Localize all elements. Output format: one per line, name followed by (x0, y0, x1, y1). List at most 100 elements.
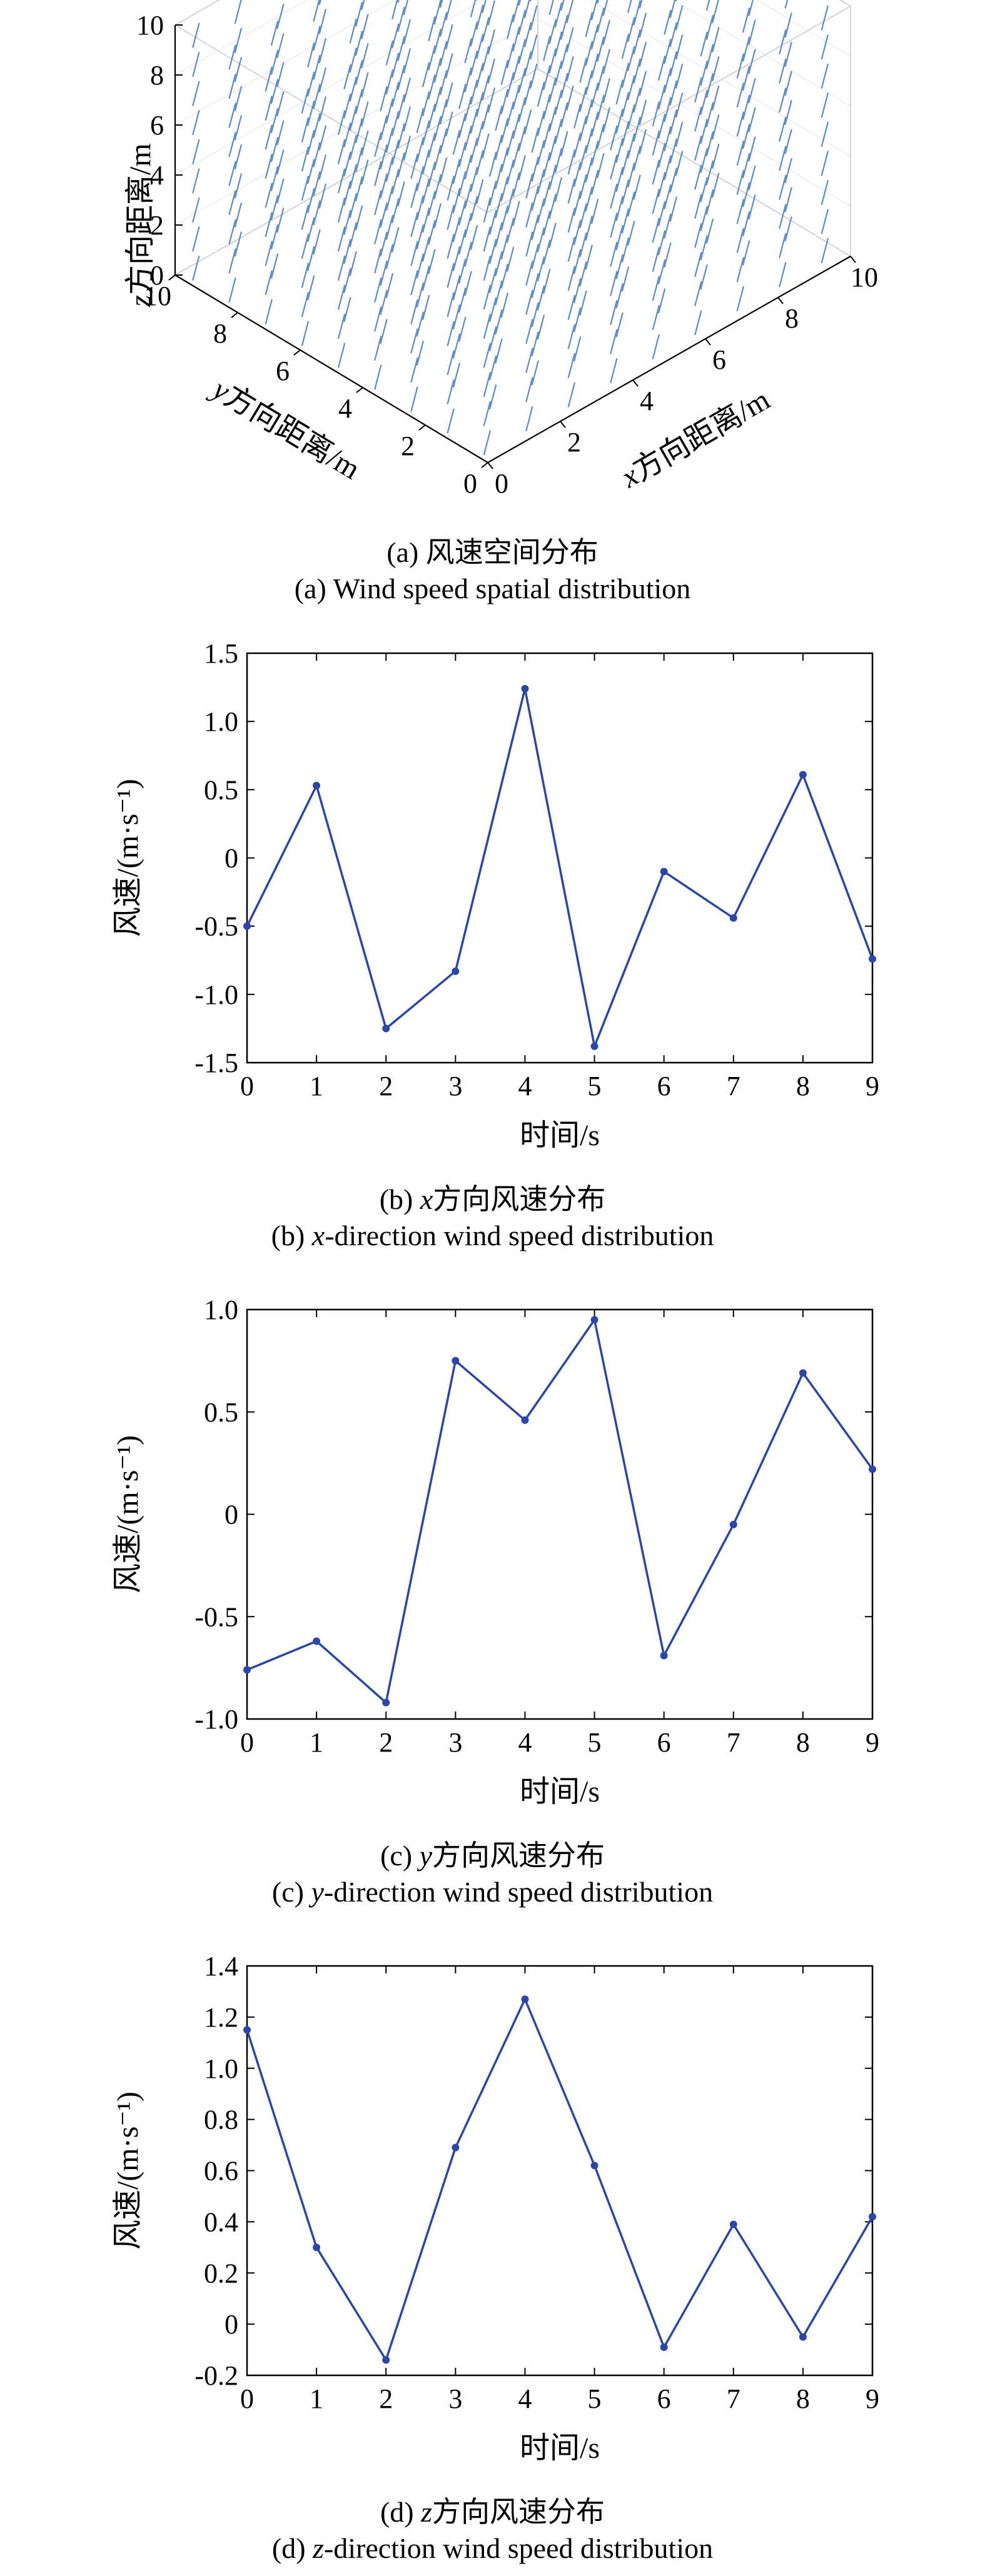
wind-arrow (602, 0, 609, 16)
wind-arrow (349, 222, 357, 248)
wind-arrow (652, 334, 660, 359)
wind-arrow (355, 31, 363, 56)
wind-arrow (627, 133, 635, 159)
wind-arrow (543, 210, 551, 236)
x-tick-label: 3 (448, 1071, 462, 1101)
y-tick (293, 349, 301, 356)
wind-arrow (276, 91, 285, 117)
wind-arrow (495, 338, 503, 364)
wind-arrow (483, 401, 492, 426)
wind-arrow (548, 0, 554, 16)
wind-arrow (664, 213, 672, 239)
x-tick-label: 3 (448, 1727, 462, 1758)
wind-arrow (447, 204, 455, 230)
wind-arrow (349, 193, 357, 218)
y-tick-label: 10 (144, 281, 171, 311)
wind-arrow (380, 261, 388, 286)
x-tick-label: 0 (240, 1071, 254, 1101)
caption-prefix: (d) (271, 2532, 313, 2564)
wind-arrow (355, 59, 363, 85)
x-axis-label: 时间/s (520, 2432, 600, 2465)
wind-arrow (495, 193, 503, 218)
wind-arrow (615, 254, 624, 279)
wind-arrow (464, 67, 472, 93)
x-tick-label: 0 (240, 1727, 254, 1758)
wind-arrow (657, 143, 666, 168)
wind-arrow (228, 44, 236, 70)
wind-arrow (482, 133, 490, 159)
wind-arrow (385, 40, 394, 66)
wind-arrow (228, 103, 236, 128)
wind-arrow (579, 58, 587, 83)
wind-arrow (301, 146, 310, 172)
wind-arrow (475, 4, 484, 30)
wind-arrow (821, 238, 829, 264)
wind-arrow (265, 183, 273, 208)
wind-arrow (228, 248, 236, 274)
wind-arrow (374, 219, 382, 244)
wind-arrow (675, 121, 684, 147)
wind-arrow (784, 0, 789, 9)
wind-arrow (495, 280, 503, 306)
wind-arrow (712, 114, 720, 140)
y-tick-label: 1.0 (204, 706, 238, 737)
wind-arrow (270, 195, 279, 221)
wind-arrow (428, 191, 436, 216)
wind-arrow (531, 214, 539, 240)
y-tick-label: -1.5 (194, 1048, 238, 1078)
wind-arrow (639, 71, 647, 96)
wind-arrow (483, 343, 492, 368)
y-tick-label: 0 (225, 2309, 238, 2340)
wind-arrow (700, 206, 708, 231)
wind-arrow (488, 209, 497, 235)
wind-arrow (567, 324, 576, 349)
wind-arrow (784, 158, 792, 184)
wind-arrow (821, 151, 829, 176)
wind-arrow (700, 264, 708, 289)
wind-arrow (416, 341, 424, 366)
wind-arrow (361, 130, 369, 156)
wind-arrow (500, 176, 508, 202)
data-point (660, 2343, 668, 2351)
wind-arrow (470, 21, 478, 47)
data-point (313, 1637, 321, 1645)
wind-arrow (270, 137, 279, 163)
wind-arrow (391, 139, 400, 165)
wind-arrow (416, 253, 424, 279)
wind-arrow (610, 329, 618, 354)
wind-arrow (639, 99, 647, 125)
wind-arrow (566, 56, 574, 82)
axis-text: 方向距离/m (124, 143, 157, 295)
wind-arrow (374, 364, 382, 390)
wind-arrow (784, 71, 792, 96)
wind-arrow (543, 152, 551, 178)
wind-arrow (487, 88, 496, 113)
wind-arrow (270, 49, 279, 75)
wind-arrow (385, 273, 394, 298)
wind-arrow (610, 183, 618, 209)
wind-arrow (270, 79, 279, 104)
wind-arrow (537, 227, 545, 253)
wind-arrow (675, 93, 684, 118)
data-point (243, 922, 251, 930)
wind-arrow (566, 85, 574, 111)
wind-arrow (500, 89, 508, 114)
wind-arrow (779, 233, 787, 258)
wind-arrow (313, 229, 321, 255)
wind-arrow (597, 36, 605, 62)
wind-arrow (742, 153, 750, 178)
wind-arrow (380, 231, 388, 257)
wind-arrow (675, 5, 684, 31)
wind-arrow (560, 0, 565, 11)
wind-arrow (669, 168, 677, 193)
wind-arrow (428, 74, 436, 100)
wind-arrow (397, 152, 405, 178)
wind-arrow (397, 181, 405, 207)
x-tick-label: 9 (866, 1727, 879, 1758)
y-tick-label: 0 (225, 843, 238, 874)
y-axis-label: 风速/(m·s⁻¹) (111, 1435, 144, 1593)
wind-arrow (548, 48, 557, 74)
wind-arrow (380, 202, 388, 228)
wind-arrow (422, 120, 430, 146)
wind-arrow (590, 53, 599, 79)
